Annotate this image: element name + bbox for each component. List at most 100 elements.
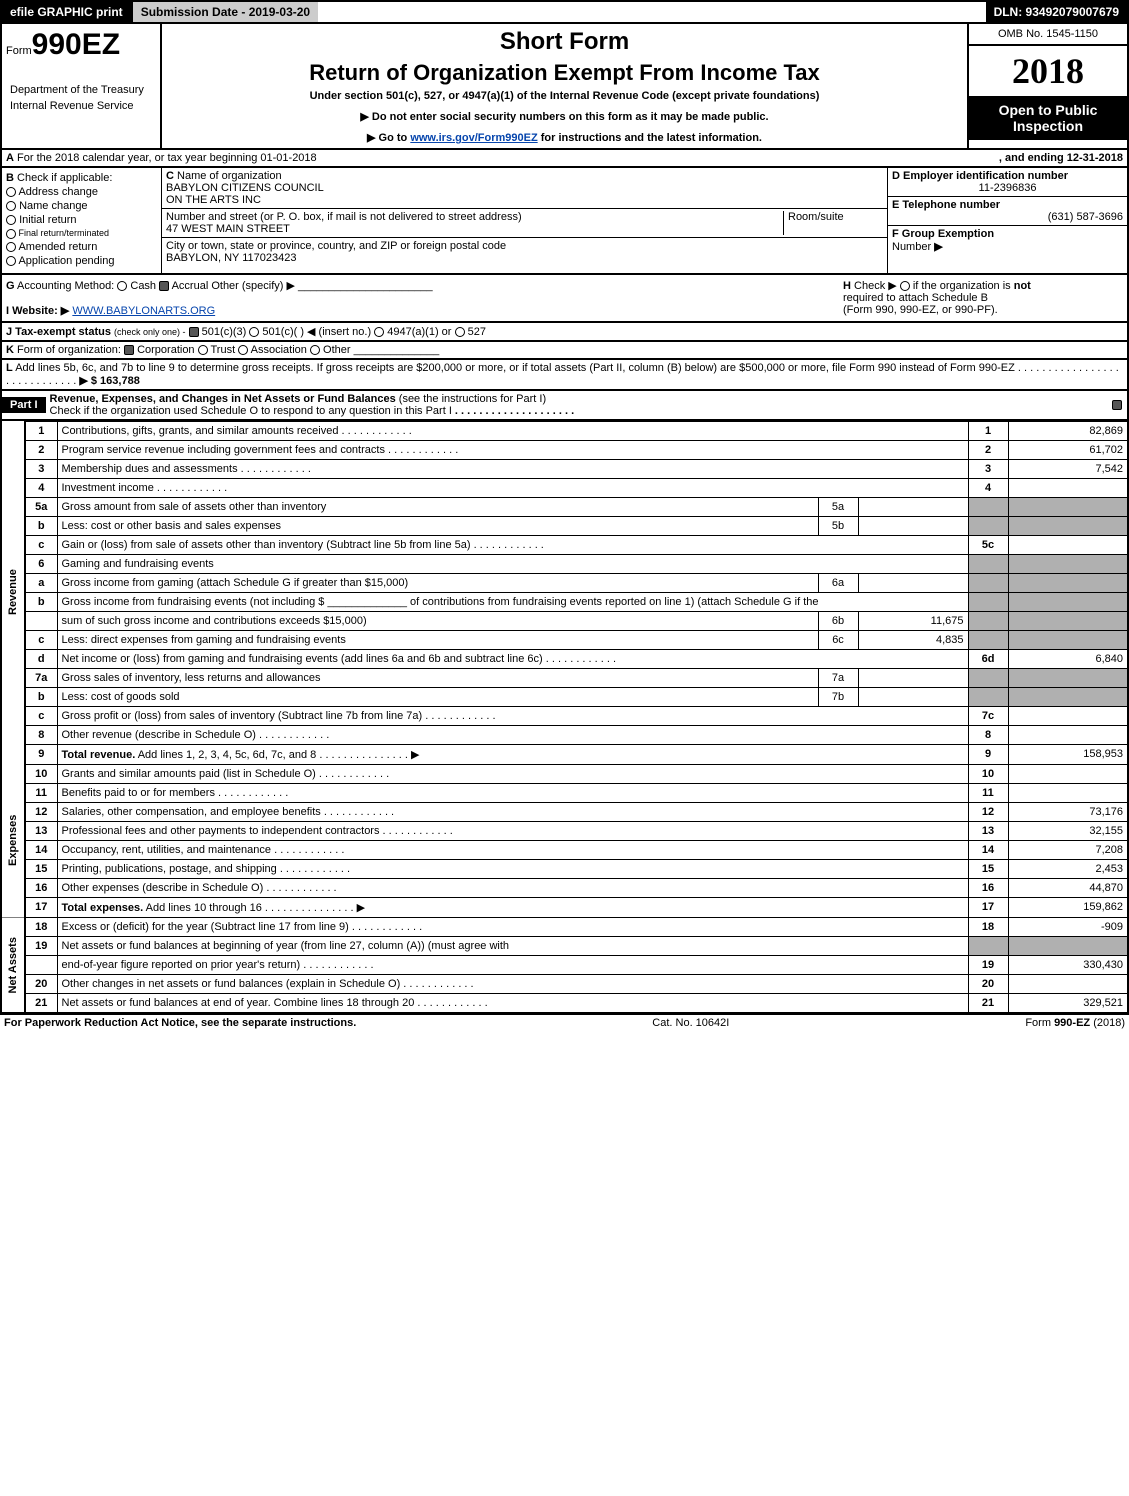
table-row: 5aGross amount from sale of assets other… [1, 497, 1128, 516]
line-number: a [25, 573, 57, 592]
chk-501c3[interactable] [189, 327, 199, 337]
line-number: 7a [25, 668, 57, 687]
line-number: c [25, 535, 57, 554]
line-number: 16 [25, 878, 57, 897]
mid-line-val: 11,675 [858, 611, 968, 630]
header-right: OMB No. 1545-1150 2018 Open to Public In… [967, 24, 1127, 148]
table-row: 21Net assets or fund balances at end of … [1, 993, 1128, 1013]
table-row: 8Other revenue (describe in Schedule O) … [1, 725, 1128, 744]
line-desc: Other changes in net assets or fund bala… [57, 974, 968, 993]
line-h: H Check ▶ if the organization is not req… [843, 279, 1123, 317]
table-row: 14Occupancy, rent, utilities, and mainte… [1, 840, 1128, 859]
website-link[interactable]: WWW.BABYLONARTS.ORG [72, 305, 215, 317]
table-row: Revenue1Contributions, gifts, grants, an… [1, 421, 1128, 440]
dept-treasury: Department of the Treasury [6, 82, 156, 98]
line-desc: Other revenue (describe in Schedule O) .… [57, 725, 968, 744]
chk-assoc[interactable] [238, 345, 248, 355]
city-value: BABYLON, NY 117023423 [166, 252, 296, 264]
section-side-label: Expenses [1, 764, 25, 917]
line-desc: Gaming and fundraising events [57, 554, 968, 573]
chk-4947[interactable] [374, 327, 384, 337]
group-arrow: ▶ [934, 241, 942, 253]
chk-amended[interactable]: Amended return [6, 241, 157, 253]
right-line-num: 13 [968, 821, 1008, 840]
cal-year-text: For the 2018 calendar year, or tax year … [17, 152, 317, 164]
right-line-val: 32,155 [1008, 821, 1128, 840]
right-line-num: 17 [968, 897, 1008, 917]
ein-row: D Employer identification number 11-2396… [888, 168, 1127, 197]
group-row: F Group Exemption Number ▶ [888, 226, 1127, 255]
right-num-gray [968, 630, 1008, 649]
label-k: K [6, 344, 14, 356]
open-to-public: Open to Public Inspection [969, 96, 1127, 140]
label-b: B [6, 172, 14, 184]
right-line-val: 6,840 [1008, 649, 1128, 668]
line-number: 15 [25, 859, 57, 878]
right-line-val: 7,542 [1008, 459, 1128, 478]
label-a: A [6, 152, 14, 164]
right-line-val [1008, 974, 1128, 993]
part1-check[interactable] [1107, 399, 1127, 411]
right-num-gray [968, 554, 1008, 573]
right-line-num: 1 [968, 421, 1008, 440]
table-row: aGross income from gaming (attach Schedu… [1, 573, 1128, 592]
line-number: 13 [25, 821, 57, 840]
line-number: b [25, 687, 57, 706]
table-row: 2Program service revenue including gover… [1, 440, 1128, 459]
chk-corp[interactable] [124, 345, 134, 355]
line-number: 21 [25, 993, 57, 1013]
part1-header: Part I Revenue, Expenses, and Changes in… [0, 391, 1129, 421]
chk-name[interactable]: Name change [6, 200, 157, 212]
radio-cash[interactable] [117, 281, 127, 291]
line-j: J Tax-exempt status (check only one) - 5… [0, 323, 1129, 342]
top-bar-left: efile GRAPHIC print Submission Date - 20… [2, 2, 318, 22]
chk-final[interactable]: Final return/terminated [6, 228, 157, 239]
chk-initial[interactable]: Initial return [6, 214, 157, 226]
open-public-1: Open to Public [973, 102, 1123, 118]
mid-line-num: 6c [818, 630, 858, 649]
line-number: d [25, 649, 57, 668]
room-label: Room/suite [788, 211, 844, 223]
info-block: B Check if applicable: Address change Na… [0, 168, 1129, 275]
right-num-gray [968, 573, 1008, 592]
table-row: 20Other changes in net assets or fund ba… [1, 974, 1128, 993]
right-line-val: 159,862 [1008, 897, 1128, 917]
line-number [25, 611, 57, 630]
chk-527[interactable] [455, 327, 465, 337]
footer: For Paperwork Reduction Act Notice, see … [0, 1014, 1129, 1031]
right-line-num: 8 [968, 725, 1008, 744]
org-name-1: BABYLON CITIZENS COUNCIL [166, 182, 324, 194]
right-line-num: 15 [968, 859, 1008, 878]
subtitle: Under section 501(c), 527, or 4947(a)(1)… [166, 90, 963, 102]
chk-pending[interactable]: Application pending [6, 255, 157, 267]
radio-accrual[interactable] [159, 281, 169, 291]
mid-line-num: 6b [818, 611, 858, 630]
chk-trust[interactable] [198, 345, 208, 355]
footer-mid: Cat. No. 10642I [652, 1017, 729, 1029]
h-check: Check ▶ [854, 280, 897, 292]
line-desc: Professional fees and other payments to … [57, 821, 968, 840]
irs-link[interactable]: www.irs.gov/Form990EZ [410, 132, 537, 144]
col-d: D Employer identification number 11-2396… [887, 168, 1127, 273]
chk-other[interactable] [310, 345, 320, 355]
print-button[interactable]: efile GRAPHIC print [2, 2, 131, 22]
line-desc: sum of such gross income and contributio… [57, 611, 818, 630]
line-number: 2 [25, 440, 57, 459]
col-c: C Name of organization BABYLON CITIZENS … [162, 168, 887, 273]
line-desc: Less: direct expenses from gaming and fu… [57, 630, 818, 649]
right-val-gray [1008, 611, 1128, 630]
chk-h[interactable] [900, 281, 910, 291]
right-line-num: 16 [968, 878, 1008, 897]
line-desc: Net assets or fund balances at beginning… [57, 936, 968, 955]
line-desc: Net assets or fund balances at end of ye… [57, 993, 968, 1013]
chk-501c[interactable] [249, 327, 259, 337]
chk-address[interactable]: Address change [6, 186, 157, 198]
label-l: L [6, 362, 13, 374]
return-title: Return of Organization Exempt From Incom… [166, 60, 963, 86]
right-line-num: 9 [968, 744, 1008, 764]
mid-line-num: 5a [818, 497, 858, 516]
table-row: Expenses10Grants and similar amounts pai… [1, 764, 1128, 783]
line-number: 10 [25, 764, 57, 783]
line-g: G Accounting Method: Cash Accrual Other … [6, 279, 843, 317]
city-row: City or town, state or province, country… [162, 238, 887, 266]
